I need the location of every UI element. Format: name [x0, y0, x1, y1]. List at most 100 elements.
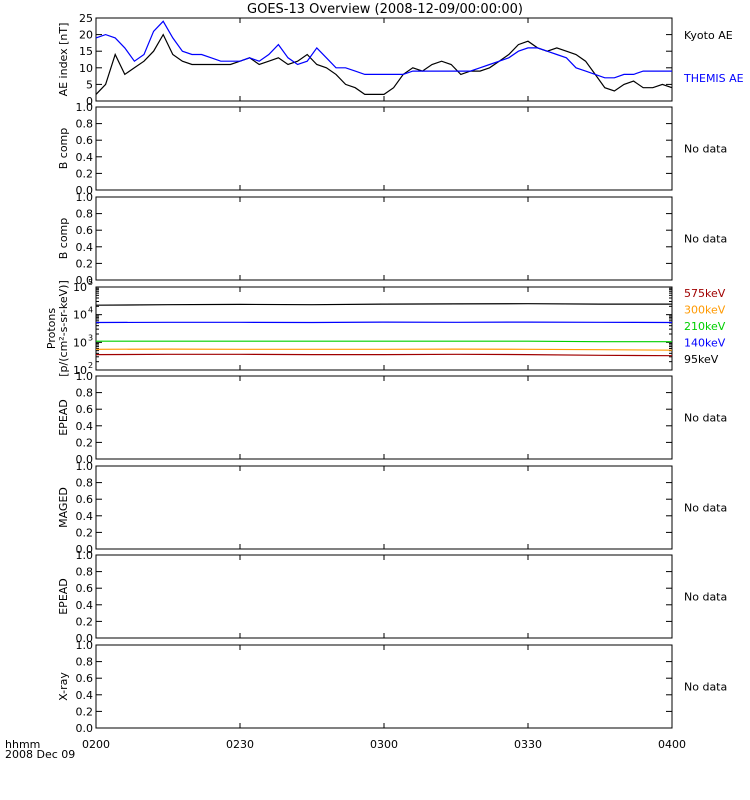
y-tick-label: 0.0: [76, 632, 94, 645]
y-tick-label: 0.8: [76, 118, 94, 131]
y-tick-label: 0.6: [76, 224, 94, 237]
no-data-label: No data: [684, 681, 727, 694]
legend-300kev: 300keV: [684, 304, 726, 317]
y-tick-label: 25: [79, 12, 93, 25]
panel-frame: [95, 375, 673, 460]
y-tick-label: 10: [79, 62, 93, 75]
panel-8: 0.0 0.2 0.4 0.6 0.8 1.0 X-ray No data: [57, 639, 727, 735]
y-tick-label: 0.8: [76, 208, 94, 221]
panel-3: 0.0 0.2 0.4 0.6 0.8 1.0 B comp No data: [57, 191, 727, 287]
panel-1: 0 5 10 15 20 25 AE index [nT] Kyoto AE THEMIS AE: [57, 12, 744, 108]
y-tick-label: 1.0: [76, 370, 94, 383]
panel-frame: [95, 465, 673, 550]
y-tick-label-exponent: 5: [88, 278, 93, 287]
y-tick-label: 0.0: [76, 722, 94, 735]
y-tick-label: 0.2: [76, 526, 94, 539]
panel-frame: [95, 106, 673, 191]
x-tick-label: 0230: [226, 738, 254, 751]
panel-frame: [95, 17, 673, 102]
no-data-label: No data: [684, 143, 727, 156]
y-tick-label: 1.0: [76, 101, 94, 114]
y-tick-label: 0.8: [76, 477, 94, 490]
legend-140kev: 140keV: [684, 337, 726, 350]
y-tick-label: 0.0: [76, 453, 94, 466]
y-tick-label: 0.8: [76, 566, 94, 579]
y-tick-label: 0.4: [76, 510, 94, 523]
x-tick-label: 0330: [514, 738, 542, 751]
series-line-575kev: [95, 353, 673, 357]
y-tick-label: 1.0: [76, 191, 94, 204]
panel-5: 0.0 0.2 0.4 0.6 0.8 1.0 EPEAD No data: [57, 370, 727, 466]
y-tick-label: 0.6: [76, 134, 94, 147]
y-tick-label: 1.0: [76, 549, 94, 562]
y-tick-label: 0.0: [76, 274, 94, 287]
y-tick-label: 0.0: [76, 184, 94, 197]
y-axis-label: MAGED: [57, 487, 70, 528]
y-tick-label-exponent: 4: [88, 306, 93, 315]
y-tick-label: 10: [73, 281, 87, 294]
x-tick-label: 0300: [370, 738, 398, 751]
y-tick-label-exponent: 3: [88, 333, 93, 342]
legend-themis-ae: THEMIS AE: [683, 72, 744, 85]
time-axis-caption-date: 2008 Dec 09: [5, 748, 75, 761]
legend-210kev: 210keV: [684, 320, 726, 333]
y-tick-label-exponent: 2: [88, 361, 93, 370]
x-tick-label: 0200: [82, 738, 110, 751]
panel-frame: [95, 554, 673, 639]
y-tick-label: 0.6: [76, 403, 94, 416]
y-tick-label: 0.6: [76, 672, 94, 685]
y-tick-label: 10: [73, 364, 87, 377]
panel-6: 0.0 0.2 0.4 0.6 0.8 1.0 MAGED No data: [57, 460, 727, 556]
y-axis-label: EPEAD: [57, 578, 70, 615]
y-tick-label: 0.8: [76, 656, 94, 669]
y-tick-label: 0.6: [76, 582, 94, 595]
y-axis-label: AE index [nT]: [57, 23, 70, 97]
y-tick-label: 0.0: [76, 543, 94, 556]
y-tick-label: 0.4: [76, 599, 94, 612]
y-tick-label: 0.6: [76, 493, 94, 506]
y-axis-label: EPEAD: [57, 399, 70, 436]
y-tick-label: 20: [79, 29, 93, 42]
y-tick-label: 0.2: [76, 436, 94, 449]
series-line-kyoto-ae: [95, 33, 673, 96]
series-line-95kev: [95, 303, 672, 306]
panel-7: 0.0 0.2 0.4 0.6 0.8 1.0 EPEAD No data: [57, 549, 727, 645]
y-tick-label: 5: [86, 78, 93, 91]
y-tick-label: 0.8: [76, 387, 94, 400]
no-data-label: No data: [684, 233, 727, 246]
y-tick-label: 0.4: [76, 151, 94, 164]
no-data-label: No data: [684, 502, 727, 515]
y-axis-label: B comp: [57, 128, 70, 170]
panel-frame: [95, 196, 673, 281]
y-tick-label: 0.2: [76, 615, 94, 628]
series-line-300kev: [95, 348, 673, 351]
series-line-210kev: [96, 340, 672, 343]
figure-title: GOES-13 Overview (2008-12-09/00:00:00): [247, 2, 523, 17]
y-tick-label: 15: [79, 45, 93, 58]
x-tick-label: 0400: [658, 738, 686, 751]
y-tick-label: 0.2: [76, 705, 94, 718]
y-tick-label: 0: [86, 95, 93, 108]
y-tick-label: 1.0: [76, 639, 94, 652]
y-axis-label: Protons: [45, 308, 58, 349]
no-data-label: No data: [684, 412, 727, 425]
panel-2: 0.0 0.2 0.4 0.6 0.8 1.0 B comp No data: [57, 101, 727, 197]
y-tick-label: 10: [73, 336, 87, 349]
y-axis-label-units: [p/(cm²-s-sr-keV)]: [57, 280, 70, 377]
y-axis-label: X-ray: [57, 672, 70, 701]
series-line-themis-ae: [95, 20, 672, 79]
y-tick-label: 0.4: [76, 420, 94, 433]
no-data-label: No data: [684, 591, 727, 604]
panel-frame: [95, 644, 673, 729]
y-tick-label: 0.4: [76, 241, 94, 254]
y-tick-label: 0.4: [76, 689, 94, 702]
legend-kyoto-ae: Kyoto AE: [684, 29, 733, 42]
y-tick-label: 10: [73, 309, 87, 322]
y-tick-label: 1.0: [76, 460, 94, 473]
legend-95kev: 95keV: [684, 353, 719, 366]
time-axis-caption-hhmm: hhmm: [5, 738, 40, 751]
time-axis: 0200 0230 0300 0330 0400: [82, 738, 686, 751]
y-tick-label: 0.2: [76, 167, 94, 180]
